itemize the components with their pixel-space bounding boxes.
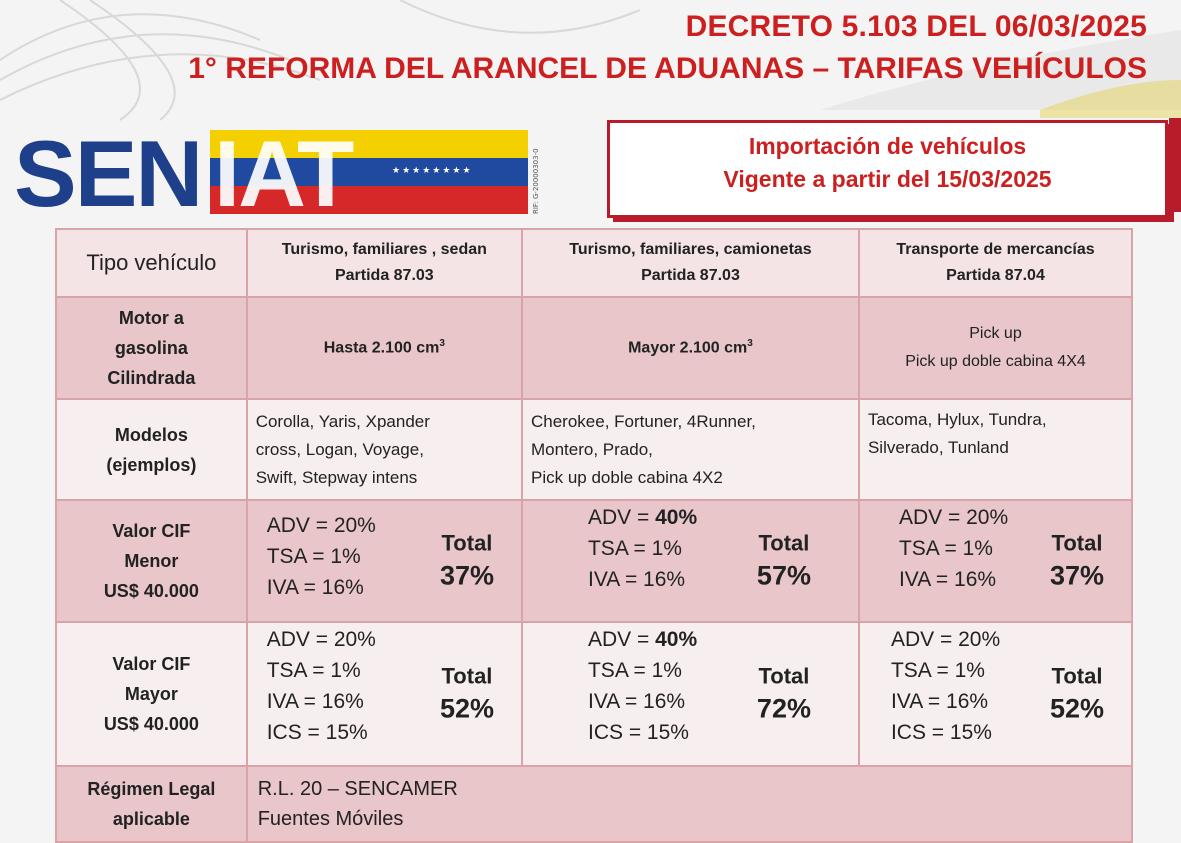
total-cif-mayor-col-1: Total 52% [439,663,494,724]
header-col-2: Turismo, familiares, camionetas Partida 8… [520,228,860,298]
logo-text-iat: IAT [214,121,354,226]
total-cif-mayor-col-2: Total 72% [756,663,811,724]
red-edge-decoration [1169,118,1181,212]
cif-mayor-col-3: ADV = 20% TSA = 1% IVA = 16% ICS = 15% Tota… [857,621,1134,767]
total-cif-menor-col-3: Total 37% [1049,530,1104,591]
cif-mayor-col-2: ADV = 40% TSA = 1% IVA = 16% ICS = 15% Tot… [520,621,860,767]
cif-menor-col-2: ADV = 40% TSA = 1% IVA = 16% Total 57% [520,499,860,623]
table-row-motor: Motor a gasolina Cilindrada Hasta 2.100 cm… [55,296,1134,400]
header-col-1: Turismo, familiares , sedan Partida 87.03 [245,228,523,298]
row-label-cif-mayor: Valor CIF Mayor US$ 40.000 [55,621,248,767]
total-cif-menor-col-1: Total 37% [439,530,494,591]
table-row-models: Modelos (ejemplos) Corolla, Yaris, Xpande… [55,398,1134,501]
cif-menor-col-3: ADV = 20% TSA = 1% IVA = 16% Total 37% [857,499,1134,623]
motor-col-3: Pick up Pick up doble cabina 4X4 [857,296,1134,400]
motor-col-1: Hasta 2.100 cm3 [245,296,523,400]
logo-text-sen: SEN [14,121,203,226]
table-row-cif-menor: Valor CIF Menor US$ 40.000 ADV = 20% TSA = … [55,499,1134,623]
logo-rif: RIF: G-20000303-0 [532,148,540,214]
decree-title: DECRETO 5.103 DEL 06/03/2025 [685,10,1147,43]
row-label-models: Modelos (ejemplos) [55,398,248,501]
import-notice-date: Vigente a partir del 15/03/2025 [723,166,1052,192]
table-row-cif-mayor: Valor CIF Mayor US$ 40.000 ADV = 20% TSA = … [55,621,1134,767]
cif-mayor-col-1: ADV = 20% TSA = 1% IVA = 16% ICS = 15% Tota… [245,621,523,767]
seniat-logo: SEN IAT ★★★★★★★★ RIF: G-20000303-0 [14,124,544,224]
row-label-cif-menor: Valor CIF Menor US$ 40.000 [55,499,248,623]
row-label-motor: Motor a gasolina Cilindrada [55,296,248,400]
reform-title: 1° REFORMA DEL ARANCEL DE ADUANAS – TARI… [188,52,1147,85]
models-col-1: Corolla, Yaris, Xpander cross, Logan, Voy… [245,398,523,501]
import-notice-title: Importación de vehículos [748,133,1027,159]
total-cif-menor-col-2: Total 57% [756,530,811,591]
import-notice-box: Importación de vehículos Vigente a parti… [607,120,1168,218]
header-col-3: Transporte de mercancías Partida 87.04 [857,228,1134,298]
models-col-3: Tacoma, Hylux, Tundra, Silverado, Tunland [857,398,1134,501]
models-col-2: Cherokee, Fortuner, 4Runner, Montero, Pra… [520,398,860,501]
table-row-regime: Régimen Legal aplicable R.L. 20 – SENCAME… [55,765,1134,843]
tariff-table: Tipo vehículo Turismo, familiares , seda… [55,228,1134,843]
cif-menor-col-1: ADV = 20% TSA = 1% IVA = 16% Total 37% [245,499,523,623]
table-header-row: Tipo vehículo Turismo, familiares , seda… [55,228,1134,298]
venezuela-flag [210,130,528,214]
motor-col-2: Mayor 2.100 cm3 [520,296,860,400]
header-label: Tipo vehículo [55,228,248,298]
regime-value: R.L. 20 – SENCAMER Fuentes Móviles [245,765,1134,843]
row-label-regime: Régimen Legal aplicable [55,765,248,843]
total-cif-mayor-col-3: Total 52% [1049,663,1104,724]
flag-stars-icon: ★★★★★★★★ [392,166,473,176]
